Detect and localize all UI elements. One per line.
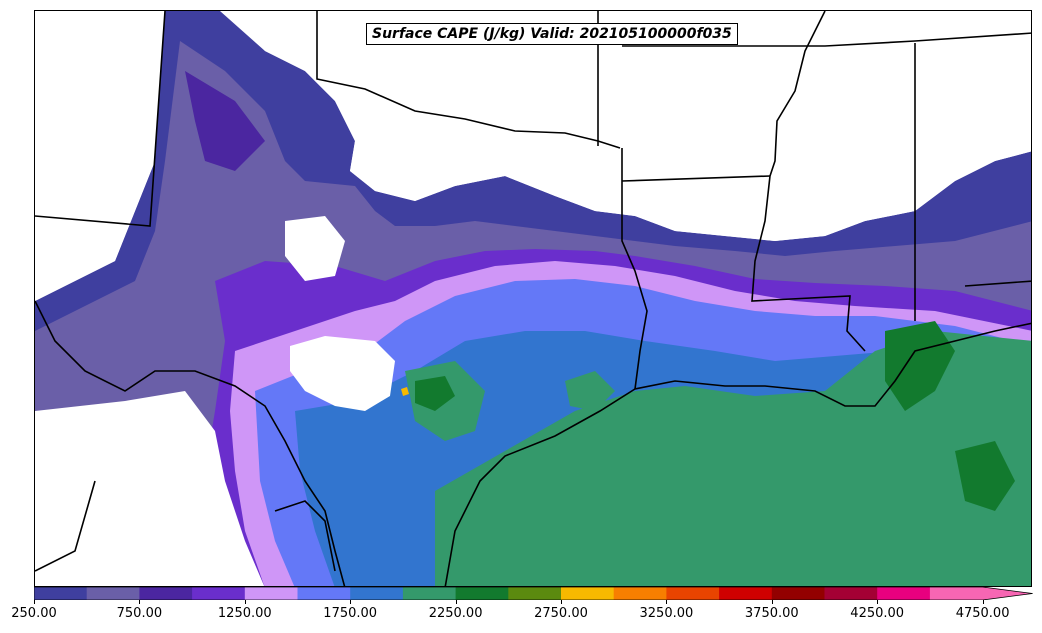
cape-contour-2250b [885,321,955,411]
boundaries [35,11,1031,586]
colorbar-segment [34,587,88,600]
colorbar-segment [139,587,193,600]
colorbar-outline [34,587,1033,600]
rio-grande [35,300,346,586]
colorbar-tick-label: 2750.00 [534,606,588,621]
colorbar-segment [877,587,931,600]
colorbar-segment [350,587,404,600]
low-cape-hole [290,336,395,411]
colorbar-tick-label: 4250.00 [850,606,905,621]
cape-contour-2250 [415,376,455,411]
colorbar-tick-label: 4750.00 [955,606,1010,621]
colorbar-tick-label: 3750.00 [744,606,799,621]
colorbar-segment [719,587,773,600]
colorbar-tick-label: 2250.00 [428,606,483,621]
colorbar-tick [877,600,879,604]
cape-contour-3000 [401,387,409,396]
colorbar-segment [455,587,509,600]
cape-contour-2250c [955,441,1015,511]
state-border-tx-la [621,148,648,390]
colorbar-segment [297,587,351,600]
mississippi-river [769,11,826,177]
no-cape-north [235,11,1031,241]
colorbar-segment [192,587,246,600]
colorbar-segment [508,587,562,600]
cape-map [35,11,1031,586]
colorbar-tick [771,600,773,604]
mexico-border-2 [274,500,336,572]
colorbar-ticks: 250.00 750.00 1250.00 1750.00 2250.00 2750.00… [0,600,1042,630]
colorbar-segment [561,587,615,600]
state-border-top [622,32,1031,47]
coastline-gulf [444,322,1031,586]
state-border-ok-tx [316,11,621,149]
no-cape-sw [35,391,265,586]
colorbar-segment [402,587,457,600]
colorbar-segment [929,587,984,600]
colorbar [34,587,1033,600]
colorbar-segment [666,587,720,600]
colorbar-segment [613,587,667,600]
colorbar-tick-label: 3250.00 [639,606,694,621]
colorbar-tick [34,600,35,604]
mexico-border [35,480,96,572]
state-border-al-fl [964,280,1031,287]
cape-contour-2000c [565,371,615,411]
colorbar-tick [561,600,562,604]
map-title: Surface CAPE (J/kg) Valid: 202105100000f… [366,23,738,45]
colorbar-tick-label: 250.00 [11,606,57,621]
cape-contour-2000b [435,331,1031,586]
colorbar-tick-label: 1750.00 [323,606,378,621]
colorbar-segment [771,587,825,600]
map-panel: Surface CAPE (J/kg) Valid: 202105100000f… [34,10,1032,587]
no-cape-west [35,11,165,301]
colorbar-tick [350,600,352,604]
colorbar-tick [455,600,457,604]
colorbar-tick [139,600,141,604]
colorbar-segment [244,587,298,600]
cape-contour-750 [185,71,265,171]
colorbar-tick [666,600,668,604]
low-cape-hole-2 [285,216,345,281]
colorbar-tick [982,600,984,604]
state-border-la-ms [751,175,866,352]
colorbar-segment [824,587,878,600]
state-border-ar-la [621,175,771,182]
colorbar-tick [244,600,246,604]
colorbar-segment [86,587,140,600]
state-border-tx-ok-nm [35,11,166,227]
colorbar-tick-label: 1250.00 [217,606,272,621]
colorbar-extend-arrow [982,587,1033,600]
colorbar-tick-label: 750.00 [116,606,163,621]
